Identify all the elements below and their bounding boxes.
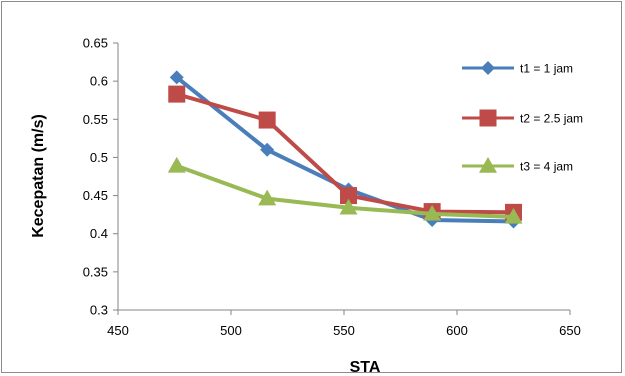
data-point <box>340 187 358 205</box>
y-tick-label: 0.45 <box>83 188 108 203</box>
y-tick-label: 0.6 <box>90 74 108 89</box>
legend-label: t3 = 4 jam <box>520 160 573 174</box>
x-tick-label: 600 <box>446 323 468 338</box>
data-point <box>258 189 277 206</box>
y-axis-title: Kecepatan (m/s) <box>30 114 47 238</box>
x-tick-label: 450 <box>107 323 129 338</box>
legend-marker <box>479 109 497 127</box>
data-point <box>260 142 275 157</box>
data-point <box>504 207 523 224</box>
x-ticks: 450 500 550 600 650 <box>107 310 581 338</box>
x-tick-label: 650 <box>559 323 581 338</box>
legend: t1 = 1 jam t2 = 2.5 jam t3 = 4 jam <box>462 61 583 174</box>
data-point <box>339 198 358 215</box>
legend-label: t2 = 2.5 jam <box>520 112 583 126</box>
legend-marker <box>481 61 495 75</box>
data-point <box>423 204 442 221</box>
y-tick-label: 0.3 <box>90 303 108 318</box>
legend-label: t1 = 1 jam <box>520 62 573 76</box>
data-point <box>168 85 186 103</box>
y-tick-label: 0.5 <box>90 150 108 165</box>
y-tick-label: 0.55 <box>83 112 108 127</box>
data-point <box>169 70 184 85</box>
series-3 <box>167 156 523 224</box>
x-axis-title: STA <box>350 359 381 376</box>
y-tick-label: 0.65 <box>83 36 108 51</box>
data-point <box>258 111 276 129</box>
x-tick-label: 500 <box>220 323 242 338</box>
series-2 <box>168 85 522 221</box>
y-ticks: 0.3 0.35 0.4 0.45 0.5 0.55 0.6 0.65 <box>83 36 118 318</box>
legend-item: t1 = 1 jam <box>462 61 573 76</box>
y-tick-label: 0.4 <box>90 226 108 241</box>
series-layer <box>167 70 523 229</box>
y-tick-label: 0.35 <box>83 264 108 279</box>
legend-marker <box>479 157 497 173</box>
x-tick-label: 550 <box>333 323 355 338</box>
legend-item: t3 = 4 jam <box>462 157 573 174</box>
data-point <box>167 156 186 173</box>
legend-item: t2 = 2.5 jam <box>462 109 583 127</box>
